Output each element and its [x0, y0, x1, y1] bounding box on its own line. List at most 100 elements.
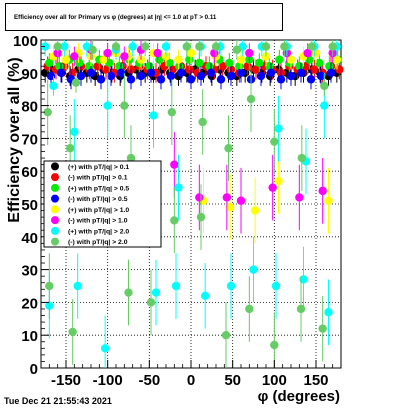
data-point	[88, 45, 97, 55]
data-point	[195, 42, 204, 51]
y-tick-label: 50	[21, 197, 38, 214]
data-point	[120, 52, 129, 61]
data-point	[126, 153, 136, 163]
x-axis-label: φ (degrees)	[258, 388, 340, 405]
legend-label: (-) with pT/|q| > 0.5	[68, 196, 128, 203]
legend-label: (+) with pT/|q| > 2.0	[68, 228, 129, 235]
data-point	[61, 55, 71, 64]
data-point	[65, 144, 75, 153]
data-point	[224, 144, 233, 153]
chart-title: Efficiency over all for Primary vs φ (de…	[5, 3, 283, 31]
data-point	[45, 281, 54, 291]
data-point	[332, 55, 342, 64]
data-point	[73, 281, 82, 291]
legend: (+) with pT/|q| > 0.1 (-) with pT/|q| > 0…	[43, 160, 162, 248]
data-point	[268, 183, 277, 192]
x-tick-label: -50	[138, 372, 160, 389]
data-point	[307, 42, 317, 51]
data-point	[149, 111, 158, 120]
data-point	[96, 75, 106, 84]
data-point	[196, 212, 206, 222]
legend-marker	[51, 173, 59, 182]
data-point	[320, 101, 329, 110]
data-point	[186, 75, 196, 84]
data-point	[70, 127, 79, 137]
data-point	[310, 65, 319, 74]
data-point	[43, 107, 52, 117]
series-7	[43, 40, 337, 368]
x-tick-label: -150	[51, 372, 81, 389]
data-point	[170, 216, 179, 225]
x-tick-label: 150	[303, 372, 328, 389]
x-tick-label: 50	[224, 372, 241, 389]
data-point	[236, 196, 246, 205]
data-point	[146, 68, 156, 78]
data-point	[111, 42, 121, 51]
legend-marker	[51, 183, 59, 192]
data-point	[221, 331, 231, 340]
data-point	[280, 42, 289, 51]
data-point	[161, 42, 171, 51]
data-point	[165, 58, 174, 68]
data-point	[103, 101, 112, 110]
data-point	[324, 308, 333, 317]
data-point	[151, 288, 161, 297]
data-point	[303, 48, 312, 58]
data-point	[49, 81, 58, 91]
x-tick-label: 0	[187, 372, 195, 389]
data-point	[250, 206, 260, 215]
data-point	[316, 71, 326, 81]
data-point	[153, 48, 162, 58]
legend-label: (+) with pT/|q| > 1.0	[68, 207, 129, 214]
y-tick-label: 20	[21, 295, 38, 312]
data-point	[226, 71, 236, 81]
data-point	[256, 71, 266, 81]
data-point	[174, 55, 183, 64]
legend-marker	[51, 237, 59, 246]
series-3	[46, 62, 336, 90]
data-point	[156, 75, 166, 84]
y-tick-label: 0	[30, 361, 38, 378]
data-point	[176, 68, 186, 78]
legend-marker	[51, 226, 59, 235]
y-tick-label: 10	[21, 328, 38, 345]
data-point	[324, 196, 333, 205]
legend-marker	[51, 194, 59, 203]
data-point	[232, 45, 242, 55]
x-tick-label: 100	[262, 372, 287, 389]
data-point	[296, 68, 306, 78]
data-points	[40, 40, 344, 368]
legend-label: (+) with pT/|q| > 0.5	[68, 185, 129, 192]
data-point	[270, 137, 279, 146]
data-point	[274, 124, 283, 133]
data-point	[40, 42, 50, 51]
data-point	[70, 52, 79, 61]
data-point	[295, 193, 304, 202]
data-point	[275, 55, 284, 64]
y-tick-label: 30	[21, 263, 38, 280]
data-point	[318, 186, 327, 196]
data-point	[186, 48, 196, 58]
data-point	[297, 153, 307, 163]
data-point	[318, 324, 327, 333]
data-point	[274, 176, 283, 186]
data-point	[266, 68, 276, 78]
y-tick-label: 100	[13, 33, 38, 50]
legend-label: (+) with pT/|q| > 0.1	[68, 164, 129, 171]
data-point	[99, 55, 108, 64]
data-point	[236, 68, 246, 78]
data-point	[170, 160, 179, 169]
data-point	[225, 203, 235, 212]
y-tick-label: 90	[21, 66, 38, 83]
y-tick-label: 80	[21, 99, 38, 116]
axes: 0 10 20 30 40 50 60 70 80 90 100 -150 -100 -50 0 50 100 1…	[13, 33, 334, 389]
data-point	[328, 42, 337, 51]
y-tick-label: 60	[21, 164, 38, 181]
data-point	[195, 58, 204, 68]
data-point	[45, 58, 54, 68]
y-axis-label: Efficiency over all (%)	[6, 57, 23, 222]
data-point	[315, 58, 324, 68]
data-point	[245, 48, 254, 58]
data-point	[56, 68, 66, 78]
data-point	[195, 193, 204, 202]
